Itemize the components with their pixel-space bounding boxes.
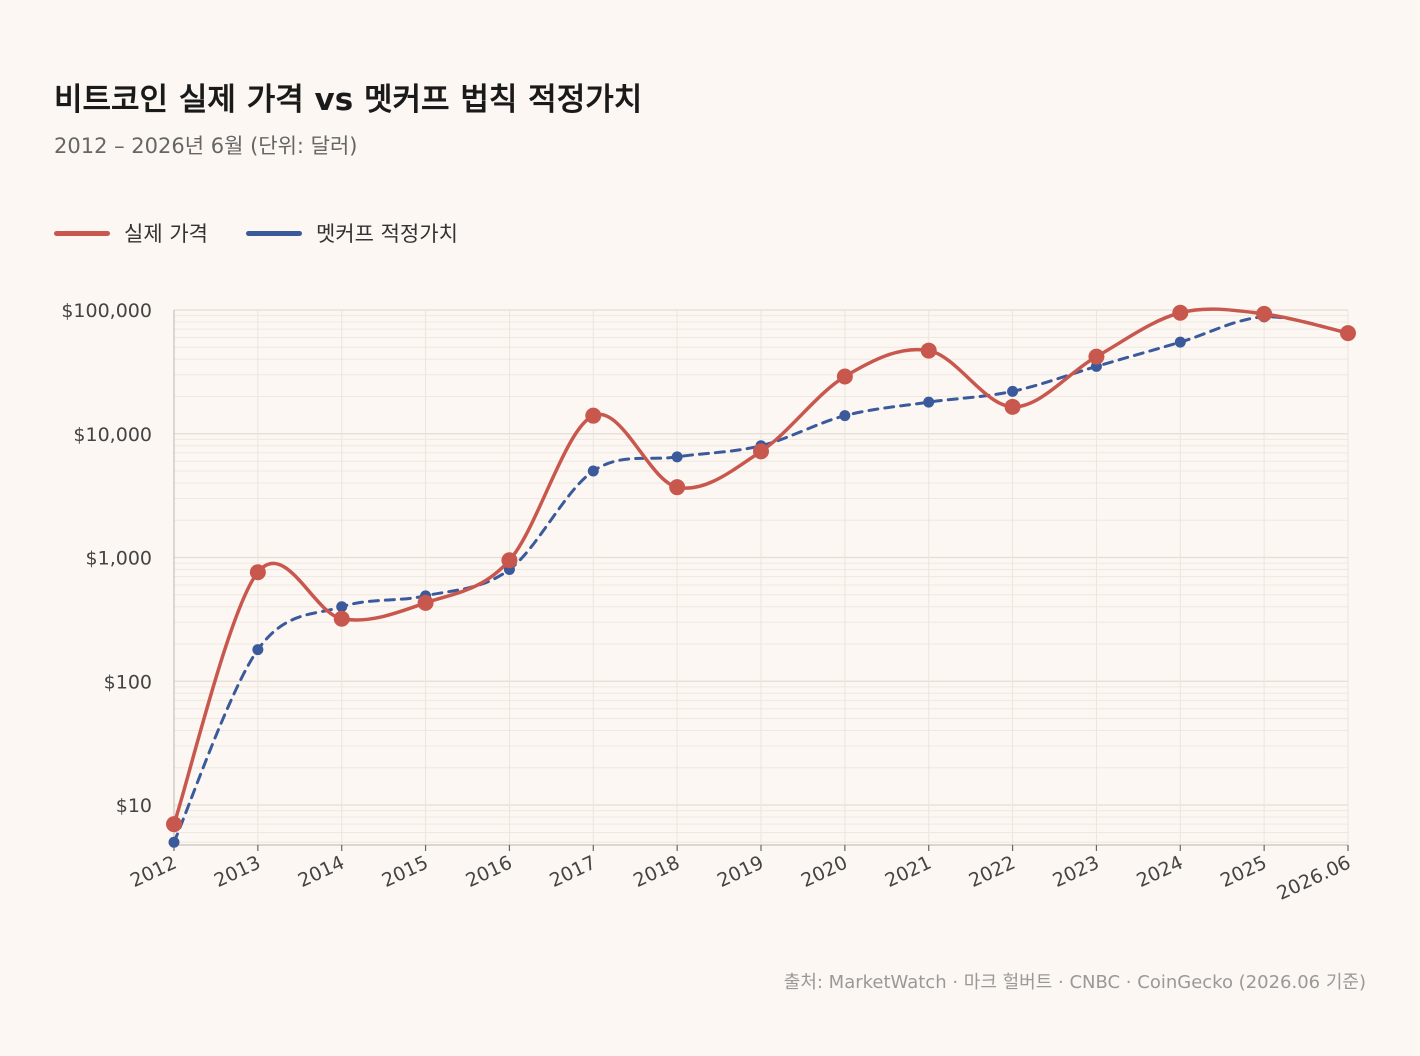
y-tick-label: $100 bbox=[104, 671, 152, 693]
data-point-metcalfe-value bbox=[587, 465, 599, 477]
x-tick-label: 2014 bbox=[295, 852, 348, 892]
data-point-actual-price bbox=[1004, 398, 1021, 415]
y-tick-label: $100,000 bbox=[61, 300, 152, 322]
series-line-actual-price bbox=[172, 307, 1350, 826]
data-point-metcalfe-value bbox=[168, 836, 180, 848]
legend-swatch-metcalfe-value bbox=[245, 230, 302, 236]
x-tick-label: 2021 bbox=[882, 852, 935, 892]
legend-item-metcalfe-value: 멧커프 적정가치 bbox=[245, 218, 458, 248]
legend-item-actual-price: 실제 가격 bbox=[54, 218, 208, 248]
data-point-metcalfe-value bbox=[671, 451, 683, 463]
x-tick-label: 2013 bbox=[211, 852, 264, 892]
y-tick-label: $10,000 bbox=[73, 424, 152, 446]
legend-swatch-actual-price bbox=[54, 230, 110, 236]
data-point-metcalfe-value bbox=[1007, 385, 1019, 397]
chart-title: 비트코인 실제 가격 vs 멧커프 법칙 적정가치 bbox=[54, 82, 643, 118]
data-point-actual-price bbox=[585, 407, 602, 424]
source-note: 출처: MarketWatch · 마크 헐버트 · CNBC · CoinGe… bbox=[783, 972, 1366, 993]
data-point-actual-price bbox=[1172, 304, 1189, 321]
x-tick-label: 2026.06 bbox=[1274, 852, 1355, 905]
y-tick-label: $1,000 bbox=[86, 548, 152, 570]
x-tick-label: 2019 bbox=[714, 852, 767, 892]
x-tick-label: 2024 bbox=[1133, 852, 1186, 892]
data-point-metcalfe-value bbox=[839, 410, 851, 422]
data-point-metcalfe-value bbox=[923, 396, 935, 408]
x-tick-label: 2025 bbox=[1217, 852, 1270, 892]
data-point-actual-price bbox=[669, 479, 686, 496]
chart-subtitle: 2012 – 2026년 6월 (단위: 달러) bbox=[54, 134, 358, 158]
x-tick-label: 2012 bbox=[127, 852, 180, 892]
data-point-actual-price bbox=[1088, 348, 1105, 365]
x-tick-label: 2022 bbox=[966, 852, 1019, 892]
data-point-actual-price bbox=[501, 552, 518, 569]
y-tick-label: $10 bbox=[116, 795, 152, 817]
data-point-actual-price bbox=[1340, 325, 1356, 342]
x-tick-label: 2023 bbox=[1049, 852, 1102, 892]
data-point-actual-price bbox=[249, 564, 266, 581]
data-point-metcalfe-value bbox=[1174, 336, 1186, 348]
x-tick-label: 2017 bbox=[546, 852, 599, 892]
x-tick-label: 2015 bbox=[379, 852, 432, 892]
data-point-actual-price bbox=[417, 594, 434, 611]
x-tick-label: 2018 bbox=[630, 852, 683, 892]
legend-label-metcalfe-value: 멧커프 적정가치 bbox=[315, 222, 458, 246]
legend: 실제 가격 멧커프 적정가치 bbox=[54, 218, 458, 248]
data-point-actual-price bbox=[1256, 305, 1273, 322]
x-tick-label: 2016 bbox=[462, 852, 515, 892]
data-point-actual-price bbox=[333, 610, 350, 627]
data-point-actual-price bbox=[166, 816, 182, 833]
x-tick-label: 2020 bbox=[798, 852, 851, 892]
data-point-actual-price bbox=[920, 342, 937, 359]
data-point-actual-price bbox=[836, 368, 853, 385]
data-point-metcalfe-value bbox=[252, 644, 264, 656]
data-point-metcalfe-value bbox=[336, 601, 348, 613]
legend-label-actual-price: 실제 가격 bbox=[124, 222, 208, 246]
data-point-actual-price bbox=[753, 443, 769, 460]
